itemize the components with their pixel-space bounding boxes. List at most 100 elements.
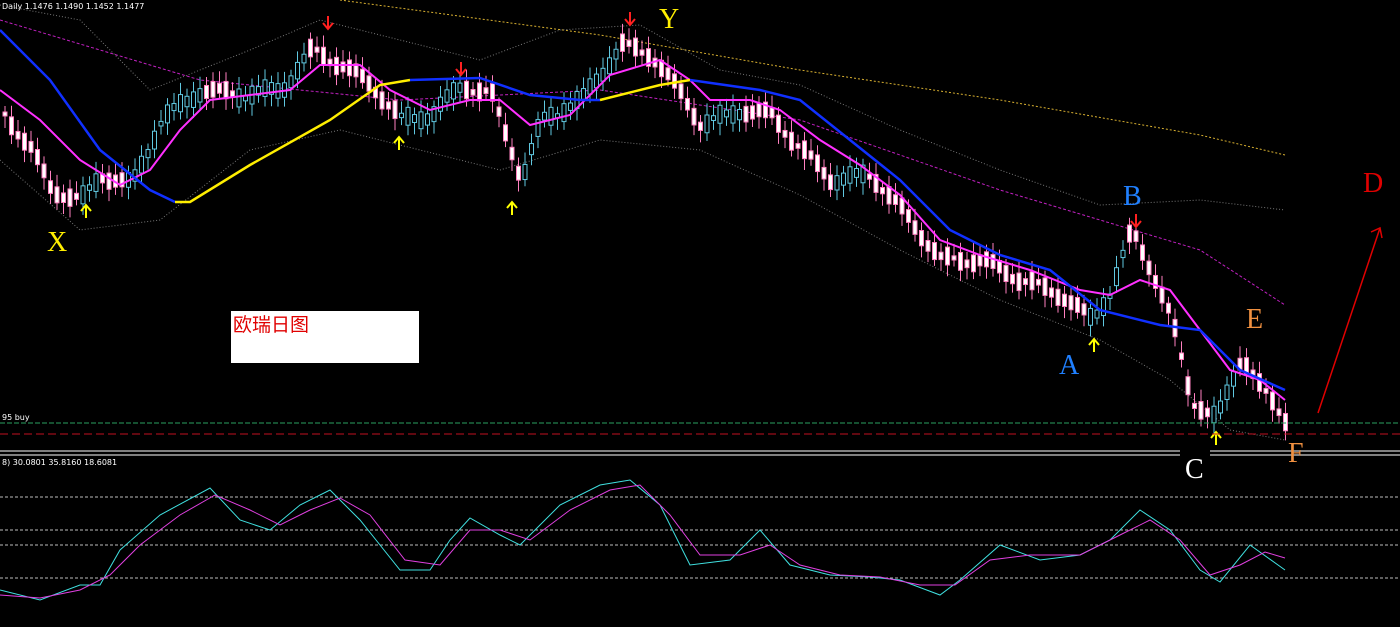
candle-body [893, 194, 898, 205]
candle-body [1127, 224, 1132, 243]
candle-body [867, 173, 872, 180]
candle-body [561, 103, 567, 123]
candle-body [964, 259, 970, 269]
candle-body [48, 180, 53, 194]
candle-body [379, 91, 385, 110]
upper-band [0, 4, 1286, 211]
candle-body [698, 121, 703, 131]
candle-body [1263, 387, 1269, 394]
candle-body [730, 105, 736, 124]
candle-body [412, 114, 417, 123]
candle-body [236, 88, 242, 108]
candle-body [717, 104, 723, 124]
candle-body [984, 251, 989, 268]
candle-body [204, 84, 209, 100]
candle-body [522, 163, 528, 181]
candle-body [678, 83, 684, 100]
candle-body [347, 59, 352, 77]
candle-body [171, 103, 177, 112]
candle-body [1166, 302, 1171, 314]
up-arrow [393, 135, 405, 150]
wave-label: F [1288, 438, 1304, 469]
candle-body [1211, 405, 1217, 424]
wave-label: E [1246, 304, 1263, 335]
candle-body [808, 150, 814, 160]
candle-body [1192, 402, 1197, 409]
candle-body [743, 105, 749, 123]
candle-body [1003, 264, 1009, 283]
candle-body [334, 56, 339, 76]
candle-body [1068, 295, 1074, 311]
candle-body [288, 75, 294, 89]
candle-body [15, 130, 21, 140]
candle-body [314, 46, 320, 53]
down-arrow [624, 12, 636, 27]
candle-body [990, 254, 996, 270]
candle-body [321, 46, 326, 66]
mid-ma [0, 19, 1286, 306]
candle-body [80, 185, 86, 205]
candle-body [919, 230, 924, 247]
candle-body [1029, 271, 1035, 291]
up-arrow [1088, 337, 1100, 352]
candle-body [711, 115, 716, 121]
up-arrow [506, 200, 518, 215]
candle-body [119, 172, 125, 188]
wave-label: D [1363, 168, 1383, 199]
candle-body [87, 184, 92, 191]
candle-body [1055, 288, 1061, 306]
candle-body [899, 197, 905, 215]
candle-body [854, 168, 859, 178]
candle-body [997, 259, 1002, 274]
candle-body [750, 105, 755, 120]
candle-body [724, 109, 729, 118]
up-arrow [80, 203, 92, 218]
indicator-levels [0, 496, 1400, 579]
projection-arrow [1317, 226, 1383, 414]
candle-body [22, 132, 27, 151]
candle-body [340, 61, 346, 73]
candle-body [958, 251, 963, 271]
candle-body [1114, 267, 1119, 287]
candle-body [581, 88, 586, 100]
candle-body [529, 143, 534, 156]
wave-label: Y [659, 4, 679, 35]
candle-body [2, 111, 8, 117]
candle-body [490, 83, 495, 102]
candle-body [399, 112, 404, 119]
candle-body [516, 165, 521, 181]
candle-body [438, 96, 443, 112]
candle-body [74, 192, 79, 200]
candle-body [54, 186, 60, 204]
candle-body [1185, 376, 1191, 396]
candle-body [691, 107, 697, 126]
candle-body [1244, 357, 1249, 375]
slow-ma-yellow [599, 78, 691, 102]
candle-body [165, 104, 170, 124]
candle-body [646, 48, 651, 67]
candle-body [197, 88, 203, 103]
candle-body [873, 173, 879, 193]
header-info: Daily 1.1476 1.1490 1.1452 1.1477 [2, 2, 144, 11]
candle-body [782, 129, 788, 138]
candle-body [789, 131, 794, 151]
candle-body [308, 38, 313, 58]
candle-body [496, 106, 502, 117]
candle-body [425, 113, 430, 126]
candle-body [444, 89, 450, 103]
candle-body [620, 33, 625, 52]
wave-label: A [1059, 350, 1080, 381]
candle-body [210, 81, 216, 98]
candle-body [828, 174, 833, 191]
candle-body [145, 149, 151, 159]
candle-body [665, 67, 671, 81]
candle-body [704, 114, 710, 134]
wave-label: B [1123, 181, 1142, 212]
candle-body [1276, 408, 1282, 417]
candle-body [1159, 286, 1165, 304]
candle-body [815, 154, 820, 173]
candle-body [977, 254, 983, 267]
fast-ma [0, 58, 1286, 401]
candle-body [951, 255, 957, 261]
